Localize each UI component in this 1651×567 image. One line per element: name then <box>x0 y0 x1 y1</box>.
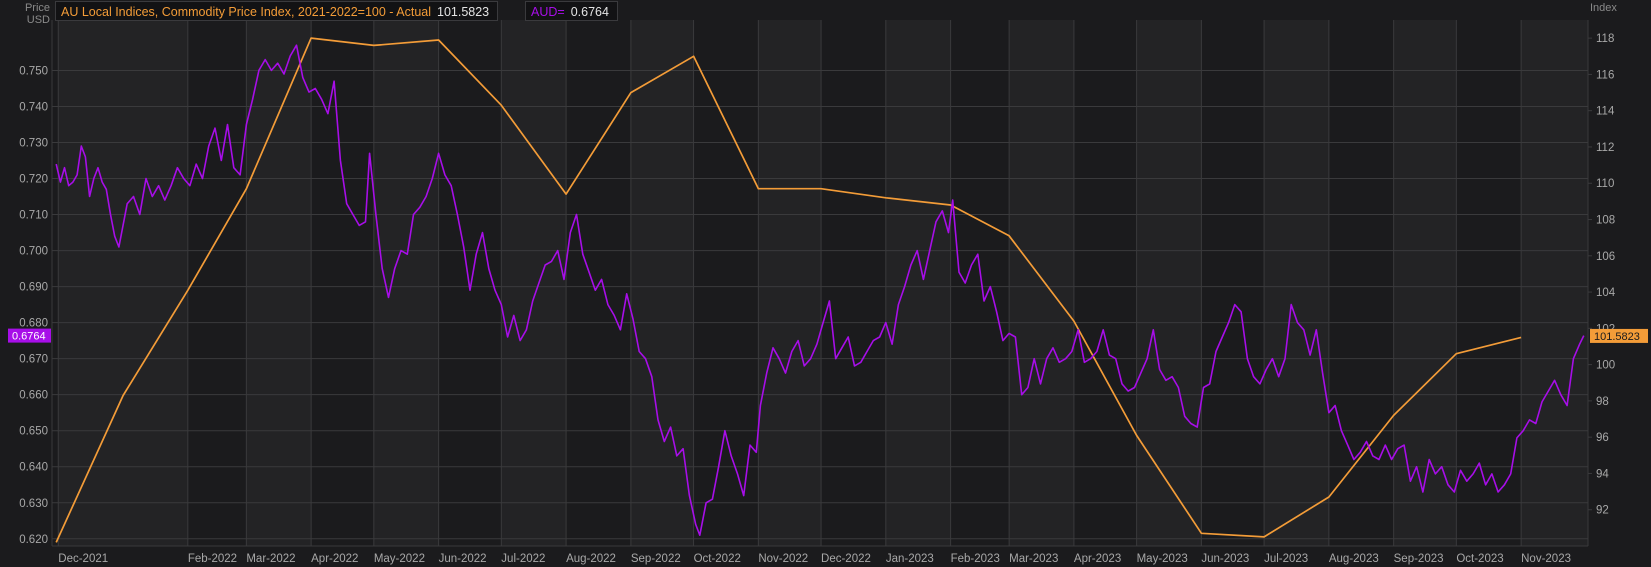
x-tick-label: Nov-2022 <box>758 553 808 565</box>
month-band <box>1009 20 1074 546</box>
right-tick-label: 96 <box>1596 432 1609 444</box>
right-tick-label: 118 <box>1596 33 1614 45</box>
left-tick-label: 0.700 <box>19 246 48 258</box>
commodity-current-badge <box>1590 328 1648 343</box>
left-tick-label: 0.680 <box>19 318 48 330</box>
left-tick-label: 0.720 <box>19 174 48 186</box>
x-tick-label: Aug-2023 <box>1329 553 1379 565</box>
right-tick-label: 106 <box>1596 251 1615 263</box>
x-tick-label: Oct-2022 <box>694 553 741 565</box>
left-axis-title: Price USD <box>0 2 50 26</box>
right-tick-label: 92 <box>1596 505 1609 517</box>
x-tick-label: Aug-2022 <box>566 553 616 565</box>
x-tick-label: Apr-2022 <box>311 553 358 565</box>
left-tick-label: 0.620 <box>19 534 48 546</box>
x-tick-label: Sep-2023 <box>1394 553 1444 565</box>
month-band <box>501 20 567 546</box>
x-tick-label: Sep-2022 <box>631 553 681 565</box>
left-tick-label: 0.660 <box>19 390 48 402</box>
left-tick-label: 0.730 <box>19 137 48 149</box>
x-tick-label: May-2023 <box>1137 553 1188 565</box>
x-tick-label: Jan-2023 <box>886 553 934 565</box>
x-tick-label: Dec-2022 <box>821 553 871 565</box>
aud-series-line <box>55 44 1585 537</box>
month-band <box>1521 20 1588 546</box>
right-axis-title: Index <box>1590 2 1617 14</box>
left-tick-label: 0.650 <box>19 426 48 438</box>
commodity-legend-label: AU Local Indices, Commodity Price Index,… <box>61 5 431 19</box>
month-band <box>1264 20 1329 546</box>
commodity-legend-value: 101.5823 <box>437 5 490 19</box>
right-tick-label: 98 <box>1596 396 1609 408</box>
right-tick-label: 94 <box>1596 468 1609 480</box>
aud-legend-label: AUD= <box>531 5 565 19</box>
left-tick-label: 0.740 <box>19 101 48 113</box>
x-tick-label: Jun-2023 <box>1201 553 1249 565</box>
right-tick-label: 108 <box>1596 215 1615 227</box>
aud-legend[interactable]: AUD= 0.6764 <box>525 1 618 21</box>
month-band <box>58 20 188 546</box>
x-tick-label: Apr-2023 <box>1074 553 1121 565</box>
left-axis-title-line1: Price <box>24 2 50 14</box>
right-tick-label: 100 <box>1596 360 1615 372</box>
left-tick-label: 0.750 <box>19 65 48 77</box>
month-band <box>246 20 312 546</box>
month-band <box>885 20 951 546</box>
month-band <box>1393 20 1457 546</box>
right-tick-label: 116 <box>1596 69 1614 81</box>
commodity-current-value: 101.5823 <box>1594 331 1640 343</box>
commodity-legend[interactable]: AU Local Indices, Commodity Price Index,… <box>55 1 499 21</box>
month-band <box>1136 20 1202 546</box>
left-tick-label: 0.710 <box>19 210 48 222</box>
left-axis-title-line2: USD <box>26 14 50 26</box>
x-tick-label: May-2022 <box>374 553 425 565</box>
x-tick-label: Jun-2022 <box>439 553 487 565</box>
aud-legend-value: 0.6764 <box>570 5 609 19</box>
x-tick-label: Dec-2021 <box>58 553 108 565</box>
aud-current-badge <box>8 328 51 343</box>
left-tick-label: 0.670 <box>19 354 48 366</box>
x-tick-label: Mar-2023 <box>1009 553 1058 565</box>
aud-current-value: 0.6764 <box>12 331 46 343</box>
x-tick-label: Feb-2022 <box>188 553 237 565</box>
right-tick-label: 104 <box>1596 287 1616 299</box>
x-tick-label: Nov-2023 <box>1521 553 1571 565</box>
x-tick-label: Jul-2022 <box>501 553 545 565</box>
x-tick-label: Feb-2023 <box>951 553 1000 565</box>
right-tick-label: 112 <box>1596 142 1614 154</box>
x-tick-label: Oct-2023 <box>1456 553 1503 565</box>
left-tick-label: 0.640 <box>19 462 48 474</box>
right-tick-label: 114 <box>1596 106 1615 118</box>
x-tick-label: Jul-2023 <box>1264 553 1308 565</box>
right-tick-label: 110 <box>1596 178 1614 190</box>
month-band <box>758 20 822 546</box>
month-band <box>630 20 694 546</box>
x-tick-label: Mar-2022 <box>246 553 295 565</box>
left-tick-label: 0.690 <box>19 282 48 294</box>
left-tick-label: 0.630 <box>19 498 48 510</box>
